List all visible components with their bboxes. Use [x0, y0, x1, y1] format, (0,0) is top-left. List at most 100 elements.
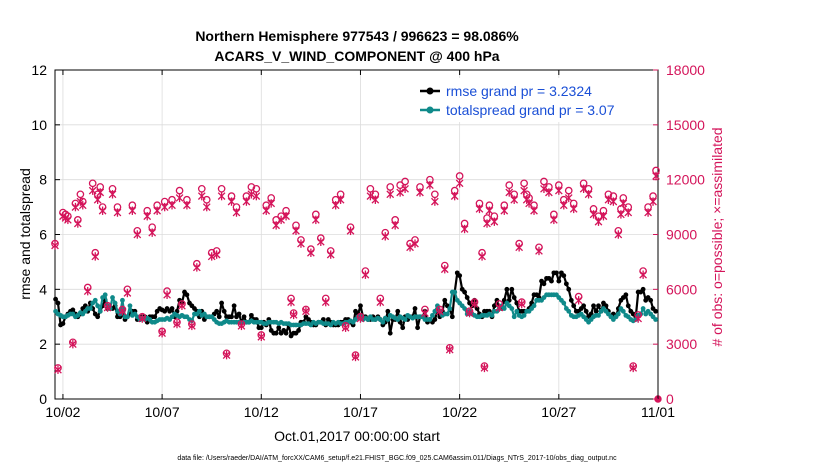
totalspread-point: [640, 306, 646, 311]
obs-assimilated-marker: [480, 363, 489, 373]
obs-assimilated-marker: [540, 184, 548, 194]
y-right-tick-label: 6000: [666, 281, 697, 297]
obs-assimilated-marker: [515, 243, 524, 252]
rmse-point: [511, 295, 517, 300]
obs-assimilated-marker: [188, 321, 196, 331]
rmse-point: [273, 330, 279, 336]
obs-assimilated-marker: [584, 190, 593, 199]
x-tick-label: 10/27: [541, 404, 576, 420]
legend-rmse-label: rmse grand pr = 3.2324: [446, 83, 592, 99]
obs-assimilated-marker: [91, 252, 100, 261]
obs-assimilated-marker: [525, 199, 533, 208]
obs-assimilated-marker: [346, 226, 355, 236]
obs-assimilated-marker: [277, 215, 285, 225]
obs-assimilated-marker: [257, 332, 266, 342]
obs-assimilated-marker: [624, 208, 633, 217]
obs-assimilated-marker: [267, 199, 276, 208]
obs-possible-marker: [540, 177, 548, 186]
totalspread-point: [427, 317, 433, 322]
y-left-tick-label: 6: [39, 227, 47, 243]
obs-possible-marker: [88, 179, 97, 188]
totalspread-point: [452, 289, 458, 295]
rmse-point: [653, 308, 659, 314]
obs-assimilated-marker: [217, 191, 226, 201]
obs-assimilated-marker: [202, 202, 211, 212]
rmse-point: [221, 308, 227, 314]
obs-assimilated-marker: [517, 299, 526, 309]
obs-assimilated-marker: [406, 243, 414, 252]
obs-assimilated-marker: [123, 288, 132, 298]
totalspread-point: [385, 317, 391, 322]
chart-title: Northern Hemisphere 977543 / 996623 = 98…: [195, 28, 519, 44]
y-left-tick-label: 2: [39, 336, 47, 352]
obs-assimilated-marker: [396, 188, 404, 197]
obs-assimilated-marker: [73, 219, 82, 228]
y-left-tick-label: 8: [39, 172, 47, 188]
obs-assimilated-marker: [262, 206, 271, 215]
x-tick-label: 10/12: [244, 404, 279, 420]
obs-assimilated-marker: [64, 215, 72, 225]
totalspread-point: [197, 308, 202, 314]
totalspread-point: [531, 303, 537, 309]
obs-assimilated-marker: [289, 310, 298, 320]
rmse-point: [561, 273, 567, 279]
obs-assimilated-marker: [93, 195, 102, 204]
obs-assimilated-marker: [326, 250, 335, 259]
obs-assimilated-marker: [604, 195, 613, 204]
obs-assimilated-marker: [96, 188, 105, 197]
obs-possible-marker: [386, 183, 395, 191]
obs-assimilated-marker: [316, 237, 325, 247]
totalspread-point: [489, 312, 495, 318]
obs-assimilated-marker: [634, 314, 643, 323]
totalspread-point: [380, 319, 386, 325]
rmse-point: [169, 306, 175, 311]
obs-assimilated-marker: [287, 297, 295, 307]
obs-assimilated-marker: [160, 202, 169, 212]
obs-assimilated-marker: [361, 270, 370, 279]
rmse-point: [152, 314, 158, 320]
obs-assimilated-marker: [465, 308, 474, 318]
rmse-point: [596, 303, 601, 309]
obs-assimilated-marker: [153, 206, 162, 215]
obs-assimilated-marker: [197, 191, 206, 201]
obs-assimilated-marker: [629, 363, 638, 373]
obs-assimilated-marker: [307, 248, 315, 257]
rmse-point: [593, 308, 599, 314]
obs-assimilated-marker: [148, 228, 157, 237]
rmse-point: [358, 303, 363, 309]
obs-assimilated-marker: [644, 208, 652, 217]
rmse-point: [571, 303, 577, 309]
obs-possible-marker: [520, 179, 528, 188]
obs-assimilated-marker: [614, 230, 623, 239]
y-left-tick-label: 4: [39, 281, 47, 297]
obs-assimilated-marker: [168, 201, 176, 210]
obs-assimilated-marker: [652, 171, 660, 181]
obs-assimilated-marker: [252, 191, 261, 201]
rmse-point: [216, 314, 222, 320]
rmse-point: [231, 303, 237, 309]
obs-assimilated-marker: [158, 329, 166, 338]
rmse-point: [283, 330, 289, 336]
rmse-point: [395, 308, 401, 314]
rmse-point: [549, 278, 554, 284]
obs-assimilated-marker: [207, 252, 216, 261]
rmse-point: [625, 303, 631, 309]
obs-assimilated-marker: [495, 303, 504, 312]
obs-assimilated-marker: [247, 190, 256, 199]
obs-assimilated-marker: [426, 180, 434, 190]
rmse-point: [640, 286, 646, 292]
obs-assimilated-marker: [649, 197, 657, 206]
obs-assimilated-marker: [564, 193, 573, 203]
totalspread-point: [402, 317, 408, 322]
totalspread-point: [447, 306, 453, 311]
obs-possible-marker: [401, 177, 409, 186]
rmse-point: [583, 308, 589, 314]
obs-assimilated-marker: [183, 201, 191, 210]
x-tick-label: 11/01: [641, 404, 675, 420]
legend-box: [414, 78, 652, 122]
obs-assimilated-marker: [619, 199, 628, 208]
obs-assimilated-marker: [490, 217, 499, 226]
y-left-tick-label: 10: [31, 117, 47, 133]
obs-possible-marker: [217, 184, 226, 193]
